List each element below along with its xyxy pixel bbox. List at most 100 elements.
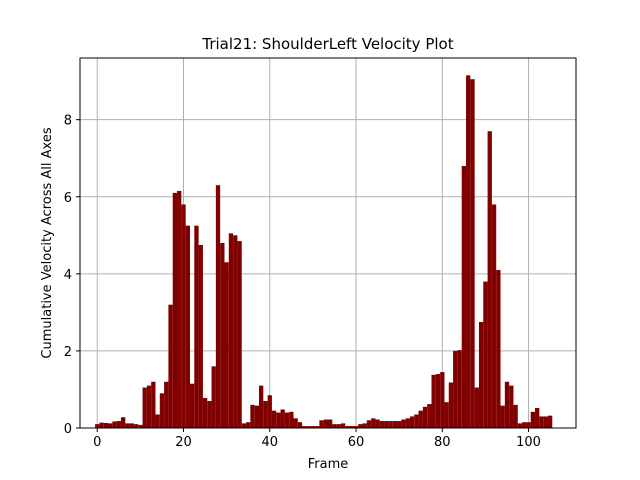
x-tick-label: 60 <box>348 435 365 450</box>
bar <box>384 421 389 428</box>
bar <box>470 79 475 429</box>
bar <box>194 225 199 428</box>
y-axis-label: Cumulative Velocity Across All Axes <box>40 127 55 358</box>
x-tick-label: 0 <box>93 435 101 450</box>
bar <box>103 422 109 428</box>
bar <box>177 190 182 428</box>
bar <box>530 411 536 428</box>
bar <box>336 424 341 428</box>
bar <box>453 350 458 428</box>
bar <box>146 385 152 428</box>
bar <box>267 395 272 428</box>
bar <box>189 383 195 428</box>
bar <box>392 421 398 428</box>
bar <box>306 426 311 428</box>
bar <box>258 385 264 428</box>
bar <box>375 419 380 428</box>
bar <box>95 424 100 428</box>
bar <box>237 241 242 428</box>
bar <box>310 426 316 428</box>
bar <box>319 420 324 428</box>
bar <box>164 381 169 428</box>
bar <box>358 424 363 428</box>
bar <box>466 75 471 428</box>
bar <box>448 382 454 428</box>
bar <box>172 192 178 428</box>
bar <box>431 374 436 428</box>
y-tick-label: 4 <box>64 268 72 283</box>
plot-area-frame <box>79 57 577 429</box>
bars-group <box>95 75 553 429</box>
bar <box>353 426 359 428</box>
bar <box>461 165 467 428</box>
bar <box>388 421 393 428</box>
bar <box>444 402 449 428</box>
bar <box>414 414 419 428</box>
bar <box>138 424 143 428</box>
bar <box>409 416 415 428</box>
y-tick-label: 6 <box>64 191 72 206</box>
bar <box>159 393 165 428</box>
bar <box>491 204 497 428</box>
bar <box>207 401 212 428</box>
bar <box>276 412 281 428</box>
bar <box>289 411 294 428</box>
x-axis-ticks: 0 20 40 60 80 100 <box>93 428 541 450</box>
bar <box>500 405 505 428</box>
x-tick-label: 40 <box>262 435 279 450</box>
bar <box>315 426 320 428</box>
bar <box>332 424 337 428</box>
bar <box>155 414 160 428</box>
bar <box>142 387 147 428</box>
bar <box>349 426 354 428</box>
x-axis-label: Frame <box>308 457 349 472</box>
bar <box>297 422 303 428</box>
bar <box>168 304 173 428</box>
bar <box>263 401 268 428</box>
y-tick-label: 8 <box>64 114 72 129</box>
y-tick-label: 2 <box>64 345 72 360</box>
bar <box>478 322 484 428</box>
bar <box>509 385 514 428</box>
bar <box>116 421 121 428</box>
bar <box>323 419 328 428</box>
bar <box>250 404 255 428</box>
bar <box>108 423 113 428</box>
bar <box>254 405 259 428</box>
bar <box>151 381 156 428</box>
grid-lines <box>80 58 576 429</box>
bar <box>125 423 130 428</box>
bar <box>418 410 423 428</box>
bar <box>112 421 117 428</box>
bar <box>340 423 346 428</box>
bar <box>328 419 333 428</box>
chart-title: Trial21: ShoulderLeft Velocity Plot <box>201 35 453 53</box>
bar <box>517 423 523 428</box>
bar <box>224 262 229 428</box>
bar <box>547 415 553 428</box>
bar <box>241 423 247 428</box>
bar <box>457 350 462 428</box>
bar <box>120 417 126 428</box>
bar <box>397 421 402 428</box>
bar <box>504 381 510 428</box>
y-tick-label: 0 <box>64 422 72 437</box>
bar <box>198 244 203 428</box>
bar <box>181 204 186 428</box>
bar <box>284 412 290 428</box>
bar <box>233 235 238 428</box>
bar <box>522 422 527 428</box>
bar <box>487 131 492 428</box>
bar <box>405 418 410 428</box>
bar <box>513 404 518 428</box>
bar <box>401 419 406 428</box>
x-tick-label: 80 <box>434 435 451 450</box>
bar <box>220 243 225 428</box>
bar <box>345 426 350 428</box>
bar <box>474 387 479 428</box>
y-axis-ticks: 0 2 4 6 8 <box>64 114 80 437</box>
bar <box>129 423 134 428</box>
bar <box>211 366 216 428</box>
x-tick-label: 20 <box>175 435 192 450</box>
